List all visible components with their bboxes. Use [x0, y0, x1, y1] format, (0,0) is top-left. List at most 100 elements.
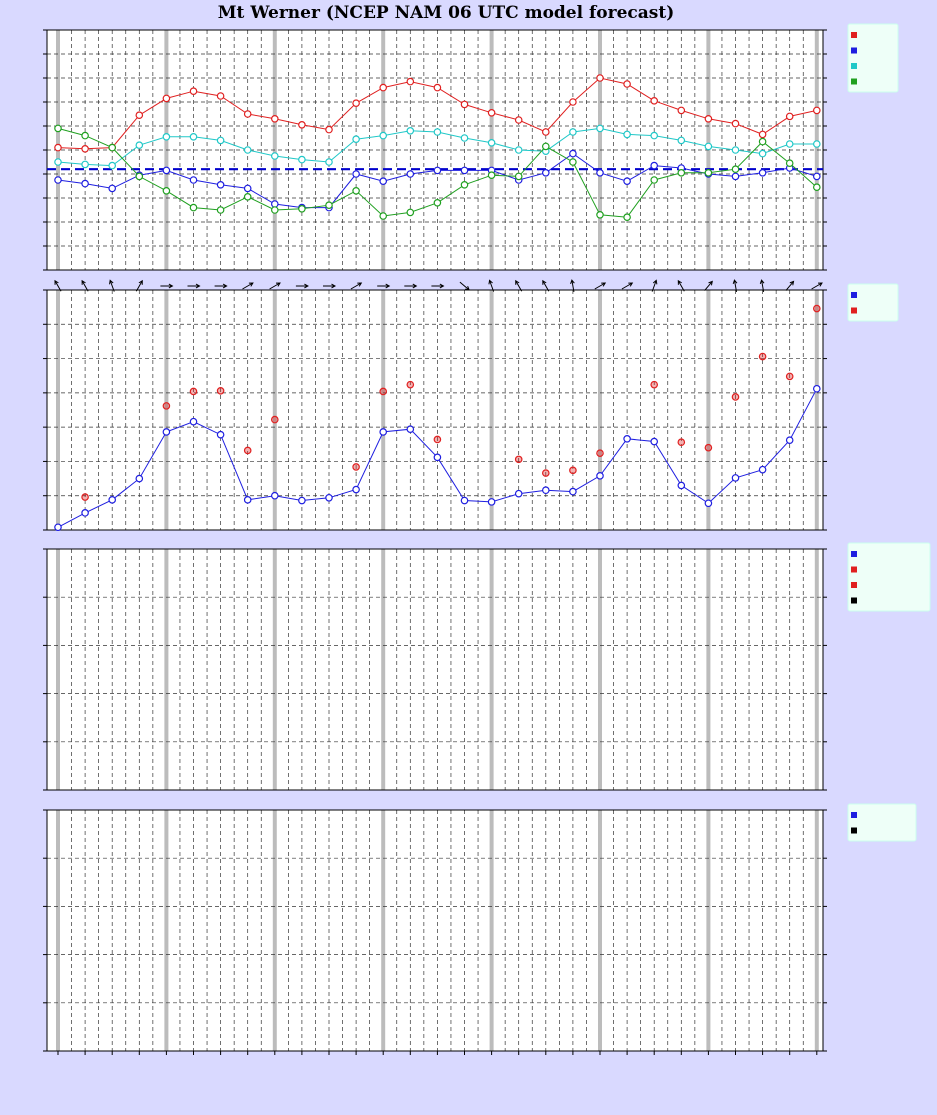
- data-point: [189, 387, 198, 396]
- wind-arrow: [431, 283, 445, 289]
- legend-box: [847, 803, 917, 842]
- data-point: [298, 155, 306, 164]
- plot-frame: [46, 809, 824, 1052]
- data-point: [514, 489, 523, 498]
- data-point: [379, 83, 388, 92]
- data-point: [731, 172, 740, 181]
- data-point: [298, 496, 306, 505]
- data-point: [812, 304, 821, 313]
- data-point: [298, 121, 306, 129]
- data-point: [758, 169, 767, 177]
- data-point: [514, 146, 523, 154]
- data-point: [758, 149, 767, 158]
- series-speed: [54, 384, 821, 532]
- data-point: [460, 496, 469, 505]
- data-point: [216, 181, 225, 189]
- wind-arrow: [295, 283, 309, 289]
- legend: [847, 803, 917, 842]
- data-point: [81, 179, 89, 188]
- data-point: [704, 499, 713, 508]
- wind-arrow: [732, 279, 738, 292]
- data-point: [541, 128, 550, 136]
- data-point: [162, 187, 171, 195]
- legend-swatch: [851, 597, 857, 604]
- data-point: [81, 160, 89, 169]
- data-point: [243, 193, 252, 201]
- data-point: [216, 136, 225, 145]
- series-gust: [81, 304, 821, 501]
- data-point: [108, 184, 117, 193]
- data-point: [785, 159, 794, 168]
- data-point: [81, 509, 89, 517]
- data-point: [243, 446, 252, 455]
- wind-arrow: [651, 279, 658, 292]
- data-point: [541, 142, 550, 151]
- data-point: [596, 124, 604, 133]
- data-point: [54, 158, 62, 166]
- data-point: [677, 481, 686, 490]
- data-point: [243, 496, 252, 504]
- data-point: [270, 206, 279, 214]
- data-point: [108, 161, 117, 170]
- data-point: [650, 131, 659, 140]
- data-point: [433, 435, 442, 444]
- data-point: [623, 130, 631, 139]
- data-point: [189, 133, 198, 141]
- data-point: [460, 166, 469, 175]
- legend-box: [847, 23, 899, 93]
- data-point: [541, 469, 550, 477]
- data-point: [406, 208, 415, 217]
- legend-swatch: [851, 63, 857, 69]
- legend-swatch: [851, 827, 857, 834]
- data-point: [352, 135, 360, 144]
- data-point: [135, 172, 144, 181]
- chart-title: Mt Werner (NCEP NAM 06 UTC model forecas…: [218, 3, 675, 23]
- data-point: [379, 387, 388, 396]
- legend-swatch: [851, 32, 857, 38]
- data-point: [569, 128, 577, 136]
- data-point: [243, 184, 252, 193]
- data-point: [704, 142, 713, 151]
- legend-box: [847, 283, 899, 322]
- panel-2: [43, 279, 899, 532]
- legend-swatch: [851, 307, 857, 314]
- data-point: [623, 80, 631, 88]
- data-point: [352, 485, 360, 494]
- data-point: [596, 449, 604, 458]
- data-point: [216, 386, 225, 395]
- data-point: [812, 172, 821, 181]
- data-point: [379, 177, 388, 186]
- legend-swatch: [851, 582, 857, 588]
- data-point: [514, 455, 523, 464]
- data-point: [569, 98, 577, 106]
- data-point: [406, 77, 415, 86]
- data-point: [54, 176, 62, 184]
- data-point: [243, 110, 252, 118]
- data-point: [189, 176, 198, 184]
- legend: [847, 542, 931, 612]
- data-point: [460, 181, 469, 189]
- data-point: [379, 428, 388, 436]
- wind-arrow: [242, 282, 254, 290]
- panels: [43, 23, 931, 1052]
- data-point: [596, 472, 604, 480]
- wind-arrow: [488, 279, 495, 292]
- data-point: [623, 434, 631, 443]
- wind-arrow: [377, 283, 391, 289]
- legend-box: [847, 542, 931, 612]
- data-point: [623, 177, 631, 186]
- data-point: [650, 437, 659, 446]
- data-point: [162, 94, 171, 103]
- data-point: [135, 141, 144, 150]
- plot-frame: [46, 289, 824, 531]
- data-point: [731, 474, 740, 482]
- data-point: [596, 211, 604, 219]
- data-point: [270, 152, 279, 160]
- data-point: [677, 106, 686, 115]
- data-point: [569, 158, 577, 166]
- data-point: [731, 146, 740, 154]
- legend-swatch: [851, 47, 857, 54]
- data-point: [433, 166, 442, 175]
- data-point: [352, 463, 360, 471]
- data-point: [108, 143, 117, 152]
